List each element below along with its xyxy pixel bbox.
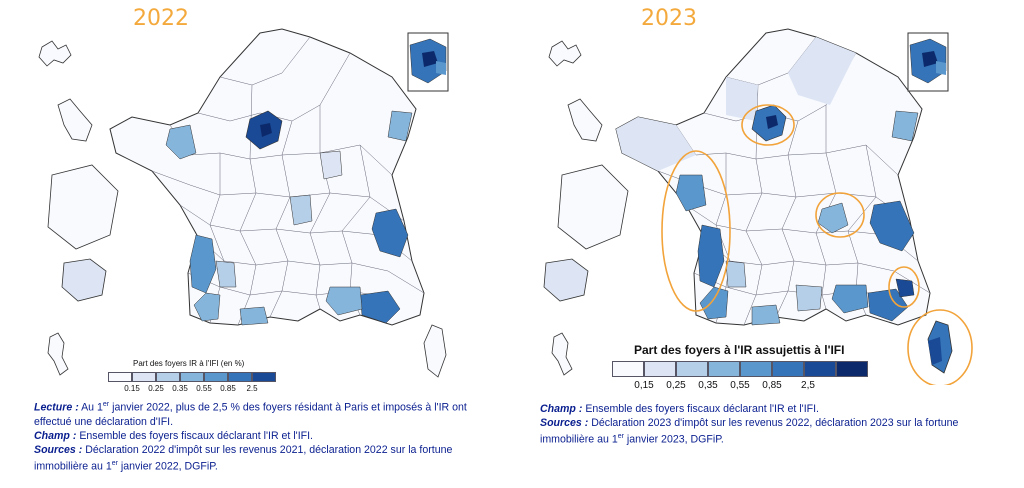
- legend-swatch: [644, 361, 676, 377]
- notes-2023: Champ : Ensemble des foyers fiscaux décl…: [540, 402, 990, 447]
- legend-tick: 2.5: [246, 384, 258, 393]
- legend-tick: 0,55: [730, 380, 750, 391]
- legend-swatch: [132, 372, 156, 382]
- legend-swatch: [156, 372, 180, 382]
- legend-swatch: [228, 372, 252, 382]
- legend-swatch: [204, 372, 228, 382]
- legend-swatch: [612, 361, 644, 377]
- legend-tick: 0.55: [196, 384, 212, 393]
- legend-tick: 0,15: [634, 380, 654, 391]
- legend-swatch: [804, 361, 836, 377]
- paris-inset-2022: [407, 32, 449, 92]
- legend-tick: 0,85: [762, 380, 782, 391]
- sources-note: Sources : Déclaration 2023 d'impôt sur l…: [540, 417, 959, 446]
- lecture-note: Lecture : Au 1er janvier 2022, plus de 2…: [34, 401, 467, 428]
- legend-swatch: [180, 372, 204, 382]
- highlight-circles: [661, 104, 973, 385]
- martinique-shape: [57, 98, 93, 142]
- year-title-2023: 2023: [641, 6, 697, 31]
- highlight-nice: [888, 266, 920, 308]
- legend-title-2023: Part des foyers à l'IR assujettis à l'IF…: [634, 343, 845, 357]
- department-borders-2022: [151, 36, 425, 326]
- highlight-corsica: [907, 309, 973, 385]
- paris-inset-2023: [907, 32, 949, 92]
- notes-2022: Lecture : Au 1er janvier 2022, plus de 2…: [34, 398, 470, 473]
- france-metropole-2022: [109, 28, 425, 326]
- legend-swatch: [252, 372, 276, 382]
- reunion-shape: [61, 258, 107, 302]
- france-metropole-2023: [615, 28, 931, 326]
- highlight-paris: [741, 104, 795, 146]
- legend-swatches-2023: [612, 361, 868, 377]
- legend-tick: 0.15: [124, 384, 140, 393]
- legend-tick: 0.25: [148, 384, 164, 393]
- legend-swatch: [676, 361, 708, 377]
- legend-swatch: [108, 372, 132, 382]
- mayotte-shape: [47, 332, 69, 376]
- choropleth-map-2023: [543, 28, 973, 385]
- champ-note: Champ : Ensemble des foyers fiscaux décl…: [34, 429, 313, 442]
- year-title-2022: 2022: [133, 6, 189, 31]
- legend-tick: 0.35: [172, 384, 188, 393]
- legend-swatch: [772, 361, 804, 377]
- corsica-2022: [423, 324, 447, 378]
- guyane-shape: [47, 164, 119, 250]
- guadeloupe-shape: [38, 40, 72, 67]
- legend-title-2022: Part des foyers IR à l'IFI (en %): [133, 359, 245, 368]
- legend-swatch: [708, 361, 740, 377]
- legend-swatch: [836, 361, 868, 377]
- legend-tick: 0.85: [220, 384, 236, 393]
- highlight-atlantic: [661, 150, 731, 312]
- legend-tick: 2,5: [801, 380, 815, 391]
- legend-tick: 0,25: [666, 380, 686, 391]
- legend-swatch: [740, 361, 772, 377]
- champ-note: Champ : Ensemble des foyers fiscaux décl…: [540, 403, 819, 415]
- sources-note: Sources : Déclaration 2022 d'impôt sur l…: [34, 443, 453, 473]
- highlight-lyon: [815, 192, 865, 238]
- legend-tick: 0,35: [698, 380, 718, 391]
- legend-swatches-2022: [108, 372, 276, 382]
- choropleth-map-2022: [38, 28, 449, 378]
